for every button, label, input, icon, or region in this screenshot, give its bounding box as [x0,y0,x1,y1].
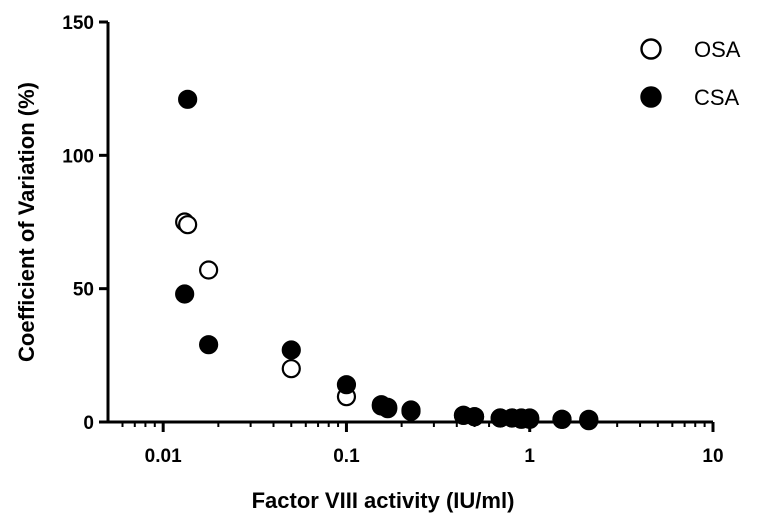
y-tick-label: 100 [62,146,94,167]
axes [106,22,713,424]
csa-point [579,411,599,431]
osa-point [199,260,219,280]
csa-point [199,335,219,355]
x-tick-label: 0.01 [145,446,182,467]
csa-point [520,409,540,429]
y-axis-title: Coefficient of Variation (%) [14,82,39,362]
x-tick-label: 0.1 [333,446,360,467]
csa-point [552,409,572,429]
x-tick-label: 1 [524,446,535,467]
y-tick-label: 50 [73,280,94,301]
x-tick-label: 10 [702,446,723,467]
csa-point [336,375,357,395]
legend-marker-osa [640,38,662,60]
csa-point [401,400,421,420]
ticks: 0 50 100 150 0.01 0.1 1 10 [62,13,723,467]
osa-point [178,215,198,235]
csa-point [281,340,301,360]
data-points [175,89,599,431]
legend-label-csa: CSA [694,85,740,110]
csa-point [178,89,198,109]
osa-point [281,359,301,379]
y-tick-label: 150 [62,13,94,34]
csa-point [175,284,195,304]
x-axis-title: Factor VIII activity (IU/ml) [252,488,515,513]
csa-point [464,407,485,427]
legend: OSA CSA [640,37,741,110]
y-tick-label: 0 [83,413,94,434]
legend-marker-csa [640,86,662,108]
legend-label-osa: OSA [694,37,741,62]
csa-point [378,397,398,417]
